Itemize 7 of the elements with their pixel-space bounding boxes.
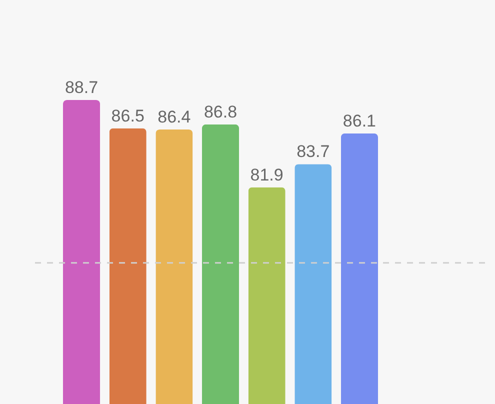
data-label: 83.7 [296, 142, 330, 162]
data-label: 86.8 [204, 102, 238, 122]
data-label: 86.5 [111, 106, 144, 126]
data-label: 86.4 [158, 108, 191, 127]
data-label: 88.7 [64, 78, 98, 98]
data-label: 86.1 [342, 111, 376, 130]
data-label: 81.9 [250, 165, 284, 184]
